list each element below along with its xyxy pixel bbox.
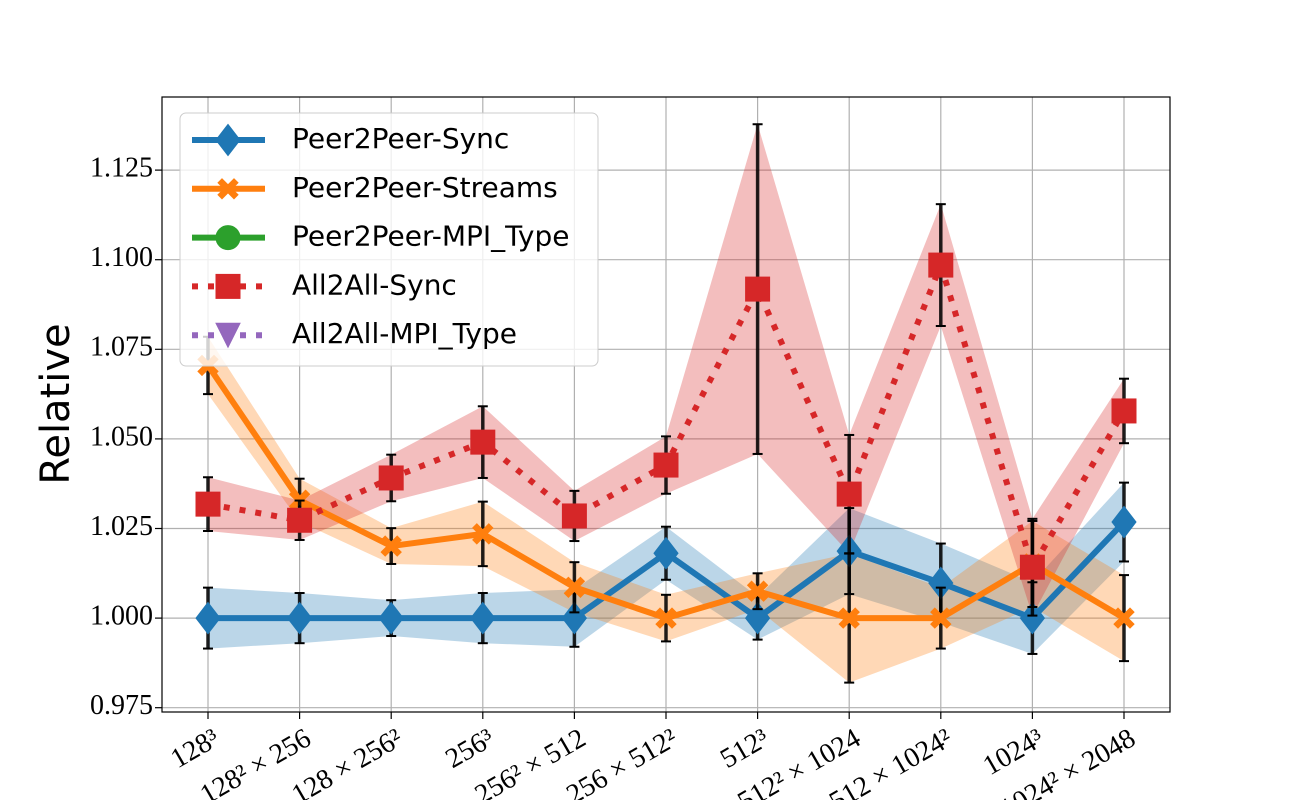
y-tick-label: 1.050: [90, 421, 153, 452]
marker: [1019, 554, 1045, 580]
legend-box: [179, 112, 599, 367]
marker: [195, 601, 221, 635]
y-tick-label: 1.025: [90, 511, 153, 542]
marker: [215, 273, 241, 299]
marker: [470, 429, 496, 455]
marker: [653, 452, 679, 478]
marker: [378, 601, 404, 635]
plot-frame: [161, 96, 1171, 713]
y-axis-label: Relative: [33, 323, 79, 484]
legend-label: Peer2Peer-Streams: [292, 171, 558, 204]
marker: [561, 601, 588, 635]
y-tick-label: 0.975: [90, 690, 153, 721]
legend-label: Peer2Peer-Sync: [292, 122, 509, 155]
y-tick-label: 1.075: [90, 332, 153, 363]
x-tick-label: 256³: [440, 723, 499, 775]
marker: [286, 601, 313, 635]
marker: [470, 601, 496, 635]
legend-label: Peer2Peer-MPI_Type: [292, 220, 569, 253]
marker: [746, 580, 769, 602]
marker: [215, 322, 241, 349]
legend-label: All2All-Sync: [292, 268, 457, 301]
y-tick-label: 1.000: [90, 601, 153, 632]
marker: [472, 523, 494, 545]
marker: [287, 507, 313, 533]
marker: [838, 607, 860, 629]
marker: [1113, 607, 1135, 629]
marker: [653, 536, 679, 570]
y-tick-label: 1.125: [90, 153, 153, 184]
marker: [217, 178, 239, 200]
marker: [561, 503, 587, 529]
x-tick-label: 512³: [715, 723, 774, 775]
marker: [1111, 505, 1137, 539]
x-tick-label: 128³: [166, 723, 225, 775]
marker: [744, 601, 771, 635]
legend-label: All2All-MPI_Type: [292, 317, 517, 350]
marker: [836, 481, 862, 507]
marker: [215, 123, 241, 157]
marker: [745, 276, 771, 302]
marker: [380, 535, 402, 557]
marker: [378, 465, 404, 491]
marker: [215, 225, 241, 251]
marker: [655, 607, 677, 629]
marker: [928, 252, 954, 278]
error-band: [208, 336, 1124, 683]
marker: [1019, 601, 1046, 635]
marker: [1111, 398, 1137, 424]
legend: Peer2Peer-Sync Peer2Peer-Streams Peer2Peer…: [179, 112, 599, 367]
marker: [195, 491, 221, 517]
marker: [930, 607, 952, 629]
marker: [563, 576, 586, 598]
y-tick-label: 1.100: [90, 242, 153, 273]
